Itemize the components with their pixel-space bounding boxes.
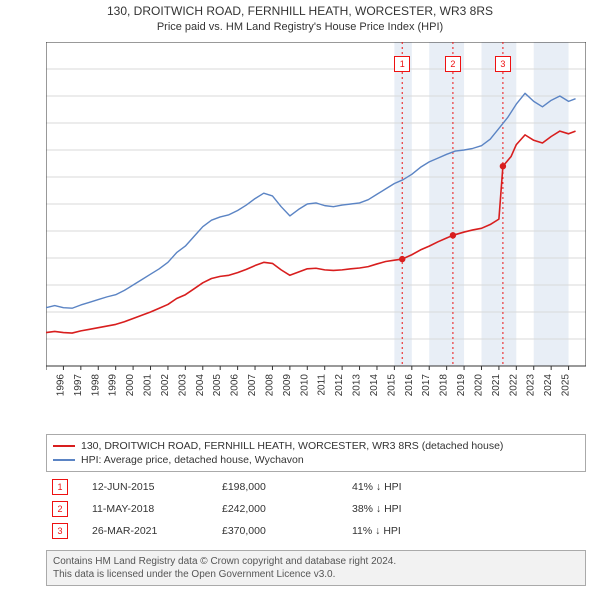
sale-date-3: 26-MAR-2021: [92, 525, 222, 537]
svg-text:2002: 2002: [160, 374, 171, 397]
sale-marker-1: 1: [52, 479, 68, 495]
legend-label-1: 130, DROITWICH ROAD, FERNHILL HEATH, WOR…: [81, 439, 503, 453]
legend-label-2: HPI: Average price, detached house, Wych…: [81, 453, 304, 467]
legend-swatch-1: [53, 445, 75, 447]
legend-box: 130, DROITWICH ROAD, FERNHILL HEATH, WOR…: [46, 434, 586, 472]
svg-text:2018: 2018: [439, 374, 450, 397]
svg-text:2019: 2019: [456, 374, 467, 397]
svg-text:2023: 2023: [526, 374, 537, 397]
sale-price-3: £370,000: [222, 525, 352, 537]
svg-text:2006: 2006: [230, 374, 241, 397]
svg-text:2011: 2011: [317, 374, 328, 396]
sale-marker-2: 2: [52, 501, 68, 517]
title-line1: 130, DROITWICH ROAD, FERNHILL HEATH, WOR…: [107, 4, 493, 18]
svg-text:1997: 1997: [73, 374, 84, 397]
table-row: 3 26-MAR-2021 £370,000 11% ↓ HPI: [46, 520, 572, 542]
sale-marker-3: 3: [52, 523, 68, 539]
svg-text:2009: 2009: [282, 374, 293, 397]
svg-text:2004: 2004: [195, 374, 206, 397]
table-row: 2 11-MAY-2018 £242,000 38% ↓ HPI: [46, 498, 572, 520]
chart-title: 130, DROITWICH ROAD, FERNHILL HEATH, WOR…: [0, 4, 600, 35]
svg-text:1996: 1996: [55, 374, 66, 397]
chart-marker-2: 2: [445, 56, 461, 72]
sale-delta-1: 41% ↓ HPI: [352, 481, 402, 493]
chart-marker-1: 1: [394, 56, 410, 72]
svg-text:2000: 2000: [125, 374, 136, 397]
sale-date-1: 12-JUN-2015: [92, 481, 222, 493]
sale-price-1: £198,000: [222, 481, 352, 493]
svg-text:1995: 1995: [46, 374, 49, 397]
svg-text:2016: 2016: [404, 374, 415, 397]
legend-row-1: 130, DROITWICH ROAD, FERNHILL HEATH, WOR…: [53, 439, 579, 453]
title-line2: Price paid vs. HM Land Registry's House …: [157, 21, 443, 33]
legend-swatch-2: [53, 459, 75, 461]
svg-text:2020: 2020: [473, 374, 484, 397]
svg-text:1998: 1998: [90, 374, 101, 397]
svg-text:2007: 2007: [247, 374, 258, 397]
svg-text:1999: 1999: [108, 374, 119, 397]
table-row: 1 12-JUN-2015 £198,000 41% ↓ HPI: [46, 476, 572, 498]
attribution-line2: This data is licensed under the Open Gov…: [53, 569, 335, 580]
chart-marker-3: 3: [495, 56, 511, 72]
svg-text:2003: 2003: [177, 374, 188, 397]
sales-table: 1 12-JUN-2015 £198,000 41% ↓ HPI 2 11-MA…: [46, 476, 572, 542]
svg-text:2013: 2013: [352, 374, 363, 397]
svg-text:2010: 2010: [299, 374, 310, 397]
sale-date-2: 11-MAY-2018: [92, 503, 222, 515]
svg-text:2021: 2021: [491, 374, 502, 397]
attribution-line1: Contains HM Land Registry data © Crown c…: [53, 556, 396, 567]
attribution-box: Contains HM Land Registry data © Crown c…: [46, 550, 586, 586]
svg-text:2015: 2015: [386, 374, 397, 397]
sale-price-2: £242,000: [222, 503, 352, 515]
svg-text:2025: 2025: [561, 374, 572, 397]
svg-text:2024: 2024: [543, 374, 554, 397]
price-chart: £0£50K£100K£150K£200K£250K£300K£350K£400…: [46, 42, 586, 402]
sale-delta-3: 11% ↓ HPI: [352, 525, 401, 537]
svg-text:2008: 2008: [264, 374, 275, 397]
svg-text:2014: 2014: [369, 374, 380, 397]
svg-text:2005: 2005: [212, 374, 223, 397]
svg-text:2017: 2017: [421, 374, 432, 397]
svg-text:2012: 2012: [334, 374, 345, 397]
svg-text:2022: 2022: [508, 374, 519, 397]
sale-delta-2: 38% ↓ HPI: [352, 503, 402, 515]
svg-text:2001: 2001: [143, 374, 154, 397]
legend-row-2: HPI: Average price, detached house, Wych…: [53, 453, 579, 467]
